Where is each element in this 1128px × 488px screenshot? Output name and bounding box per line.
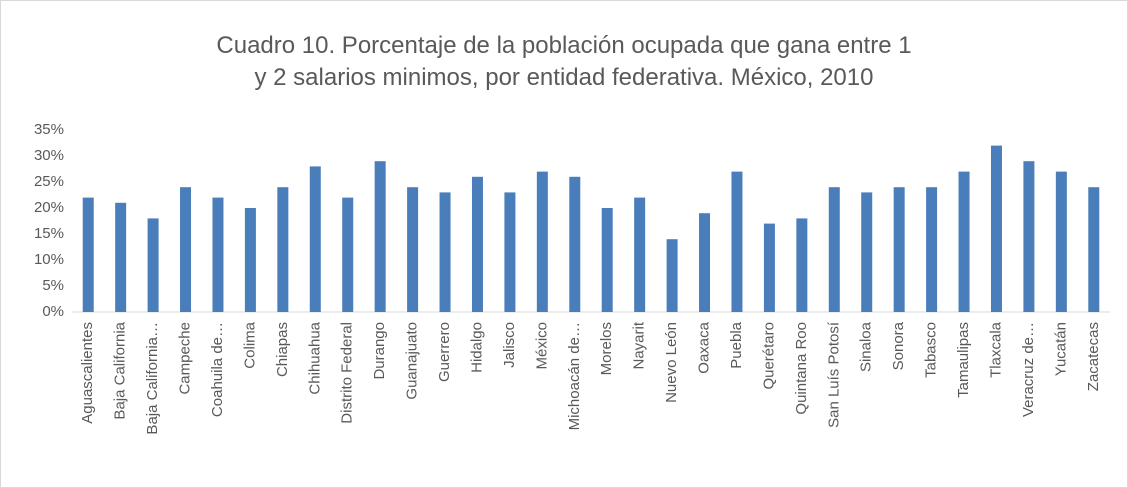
x-tick-label: Tamaulipas [955,322,972,398]
bar [115,202,127,312]
bar [82,197,94,312]
bar [893,187,905,312]
x-tick-label: Baja California [112,321,129,419]
x-tick-label: Morelos [598,322,615,375]
x-tick-label: Hidalgo [468,322,485,373]
x-tick-label: Coahuila de… [209,322,226,417]
bar [1023,161,1035,312]
x-tick-label: Quintana Roo [793,322,810,415]
x-tick-label: México [533,322,550,370]
x-tick-label: Yucatán [1052,322,1069,376]
bar [180,187,192,312]
y-tick-label: 5% [42,277,64,294]
x-tick-label: Jalisco [501,322,518,368]
y-tick-label: 20% [34,199,64,216]
x-tick-label: Nuevo León [663,322,680,403]
x-tick-label: Colima [241,321,258,368]
bar [212,197,224,312]
bar [763,223,775,312]
x-tick-label: Sonora [890,321,907,370]
bar [536,171,548,312]
x-tick-label: Baja California… [144,322,161,435]
x-tick-label: Aguascalientes [79,322,96,424]
y-tick-label: 35% [34,121,64,138]
x-tick-label: Chihuahua [306,321,323,394]
bar [958,171,970,312]
y-tick-label: 15% [34,225,64,242]
bar [926,187,938,312]
x-tick-label: Michoacán de… [566,322,583,430]
bar [277,187,289,312]
y-tick-label: 30% [34,147,64,164]
x-tick-label: Puebla [728,321,745,368]
bar [1055,171,1067,312]
bar [309,166,321,312]
x-tick-label: Querétaro [760,322,777,390]
bar [569,176,581,312]
bar [374,161,386,312]
bar [601,208,613,312]
chart-title: Cuadro 10. Porcentaje de la población oc… [216,32,912,91]
x-tick-label: Nayarit [631,321,648,369]
x-tick-label: Guanajuato [404,322,421,400]
x-tick-label: Zacatecas [1085,322,1102,391]
bar [861,192,873,312]
y-tick-label: 0% [42,303,64,320]
y-tick-label: 10% [34,251,64,268]
bar [471,176,483,312]
x-tick-label: San Luís Potosí [825,321,842,428]
x-tick-label: Oaxaca [696,321,713,373]
x-tick-label: Veracruz de… [1020,322,1037,417]
bar [147,218,159,312]
x-tick-label: Durango [371,322,388,380]
bar [504,192,516,312]
bar [699,213,711,312]
x-tick-label: Sinaloa [858,321,875,372]
bar [244,208,256,312]
x-tick-label: Guerrero [436,322,453,382]
x-tick-label: Tlaxcala [987,321,1004,378]
bar [828,187,840,312]
bar [731,171,743,312]
y-tick-label: 25% [34,173,64,190]
bar [1088,187,1100,312]
bar [634,197,646,312]
bar [990,145,1002,312]
bar [796,218,808,312]
bar [666,239,678,312]
x-tick-label: Campeche [177,322,194,395]
x-tick-label: Distrito Federal [339,322,356,424]
bar [439,192,451,312]
bar [342,197,354,312]
bar [407,187,419,312]
x-tick-label: Chiapas [274,322,291,377]
x-tick-label: Tabasco [923,322,940,378]
